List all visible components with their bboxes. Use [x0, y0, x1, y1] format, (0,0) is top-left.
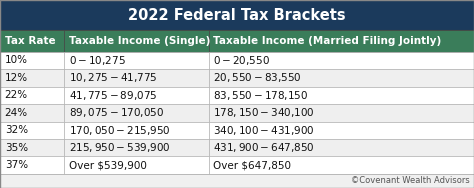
- Text: Tax Rate: Tax Rate: [5, 36, 55, 46]
- Text: Over $539,900: Over $539,900: [69, 160, 146, 170]
- Bar: [64, 87, 209, 104]
- Bar: [209, 104, 474, 121]
- Text: $215,950 - $539,900: $215,950 - $539,900: [69, 141, 171, 154]
- Text: 10%: 10%: [5, 55, 28, 65]
- Bar: [209, 69, 474, 87]
- Bar: [0, 52, 64, 69]
- Bar: [0, 104, 64, 121]
- Text: Taxable Income (Single): Taxable Income (Single): [69, 36, 210, 46]
- Bar: [209, 156, 474, 174]
- Bar: [0, 87, 64, 104]
- Text: 2022 Federal Tax Brackets: 2022 Federal Tax Brackets: [128, 8, 346, 23]
- Bar: [64, 121, 209, 139]
- Bar: [0, 121, 64, 139]
- Bar: [0, 69, 64, 87]
- Text: ©Covenant Wealth Advisors: ©Covenant Wealth Advisors: [351, 177, 470, 185]
- Bar: [64, 30, 209, 52]
- Bar: [64, 156, 209, 174]
- Text: $41,775 - $89,075: $41,775 - $89,075: [69, 89, 157, 102]
- Bar: [209, 121, 474, 139]
- Text: $0 - $10,275: $0 - $10,275: [69, 54, 126, 67]
- Bar: [0, 156, 64, 174]
- Text: $83,550 - $178,150: $83,550 - $178,150: [213, 89, 309, 102]
- Text: $10,275 - $41,775: $10,275 - $41,775: [69, 71, 157, 84]
- Text: 22%: 22%: [5, 90, 28, 100]
- Bar: [64, 139, 209, 156]
- Bar: [209, 139, 474, 156]
- Bar: [64, 52, 209, 69]
- Bar: [209, 87, 474, 104]
- Text: $0 - $20,550: $0 - $20,550: [213, 54, 270, 67]
- Text: 32%: 32%: [5, 125, 28, 135]
- Text: 35%: 35%: [5, 143, 28, 153]
- Bar: [0, 30, 64, 52]
- Bar: [0, 139, 64, 156]
- Bar: [64, 104, 209, 121]
- Bar: [0, 174, 474, 188]
- Bar: [209, 30, 474, 52]
- Text: $340,100 - $431,900: $340,100 - $431,900: [213, 124, 315, 137]
- Text: Over $647,850: Over $647,850: [213, 160, 292, 170]
- Text: Taxable Income (Married Filing Jointly): Taxable Income (Married Filing Jointly): [213, 36, 442, 46]
- Bar: [209, 52, 474, 69]
- Bar: [64, 69, 209, 87]
- Text: 24%: 24%: [5, 108, 28, 118]
- Text: $89,075 - $170,050: $89,075 - $170,050: [69, 106, 164, 119]
- Text: $431,900 - $647,850: $431,900 - $647,850: [213, 141, 315, 154]
- Bar: [0, 0, 474, 30]
- Text: 12%: 12%: [5, 73, 28, 83]
- Text: 37%: 37%: [5, 160, 28, 170]
- Text: $20,550 - $83,550: $20,550 - $83,550: [213, 71, 302, 84]
- Text: $178,150 - $340,100: $178,150 - $340,100: [213, 106, 315, 119]
- Text: $170,050 - $215,950: $170,050 - $215,950: [69, 124, 171, 137]
